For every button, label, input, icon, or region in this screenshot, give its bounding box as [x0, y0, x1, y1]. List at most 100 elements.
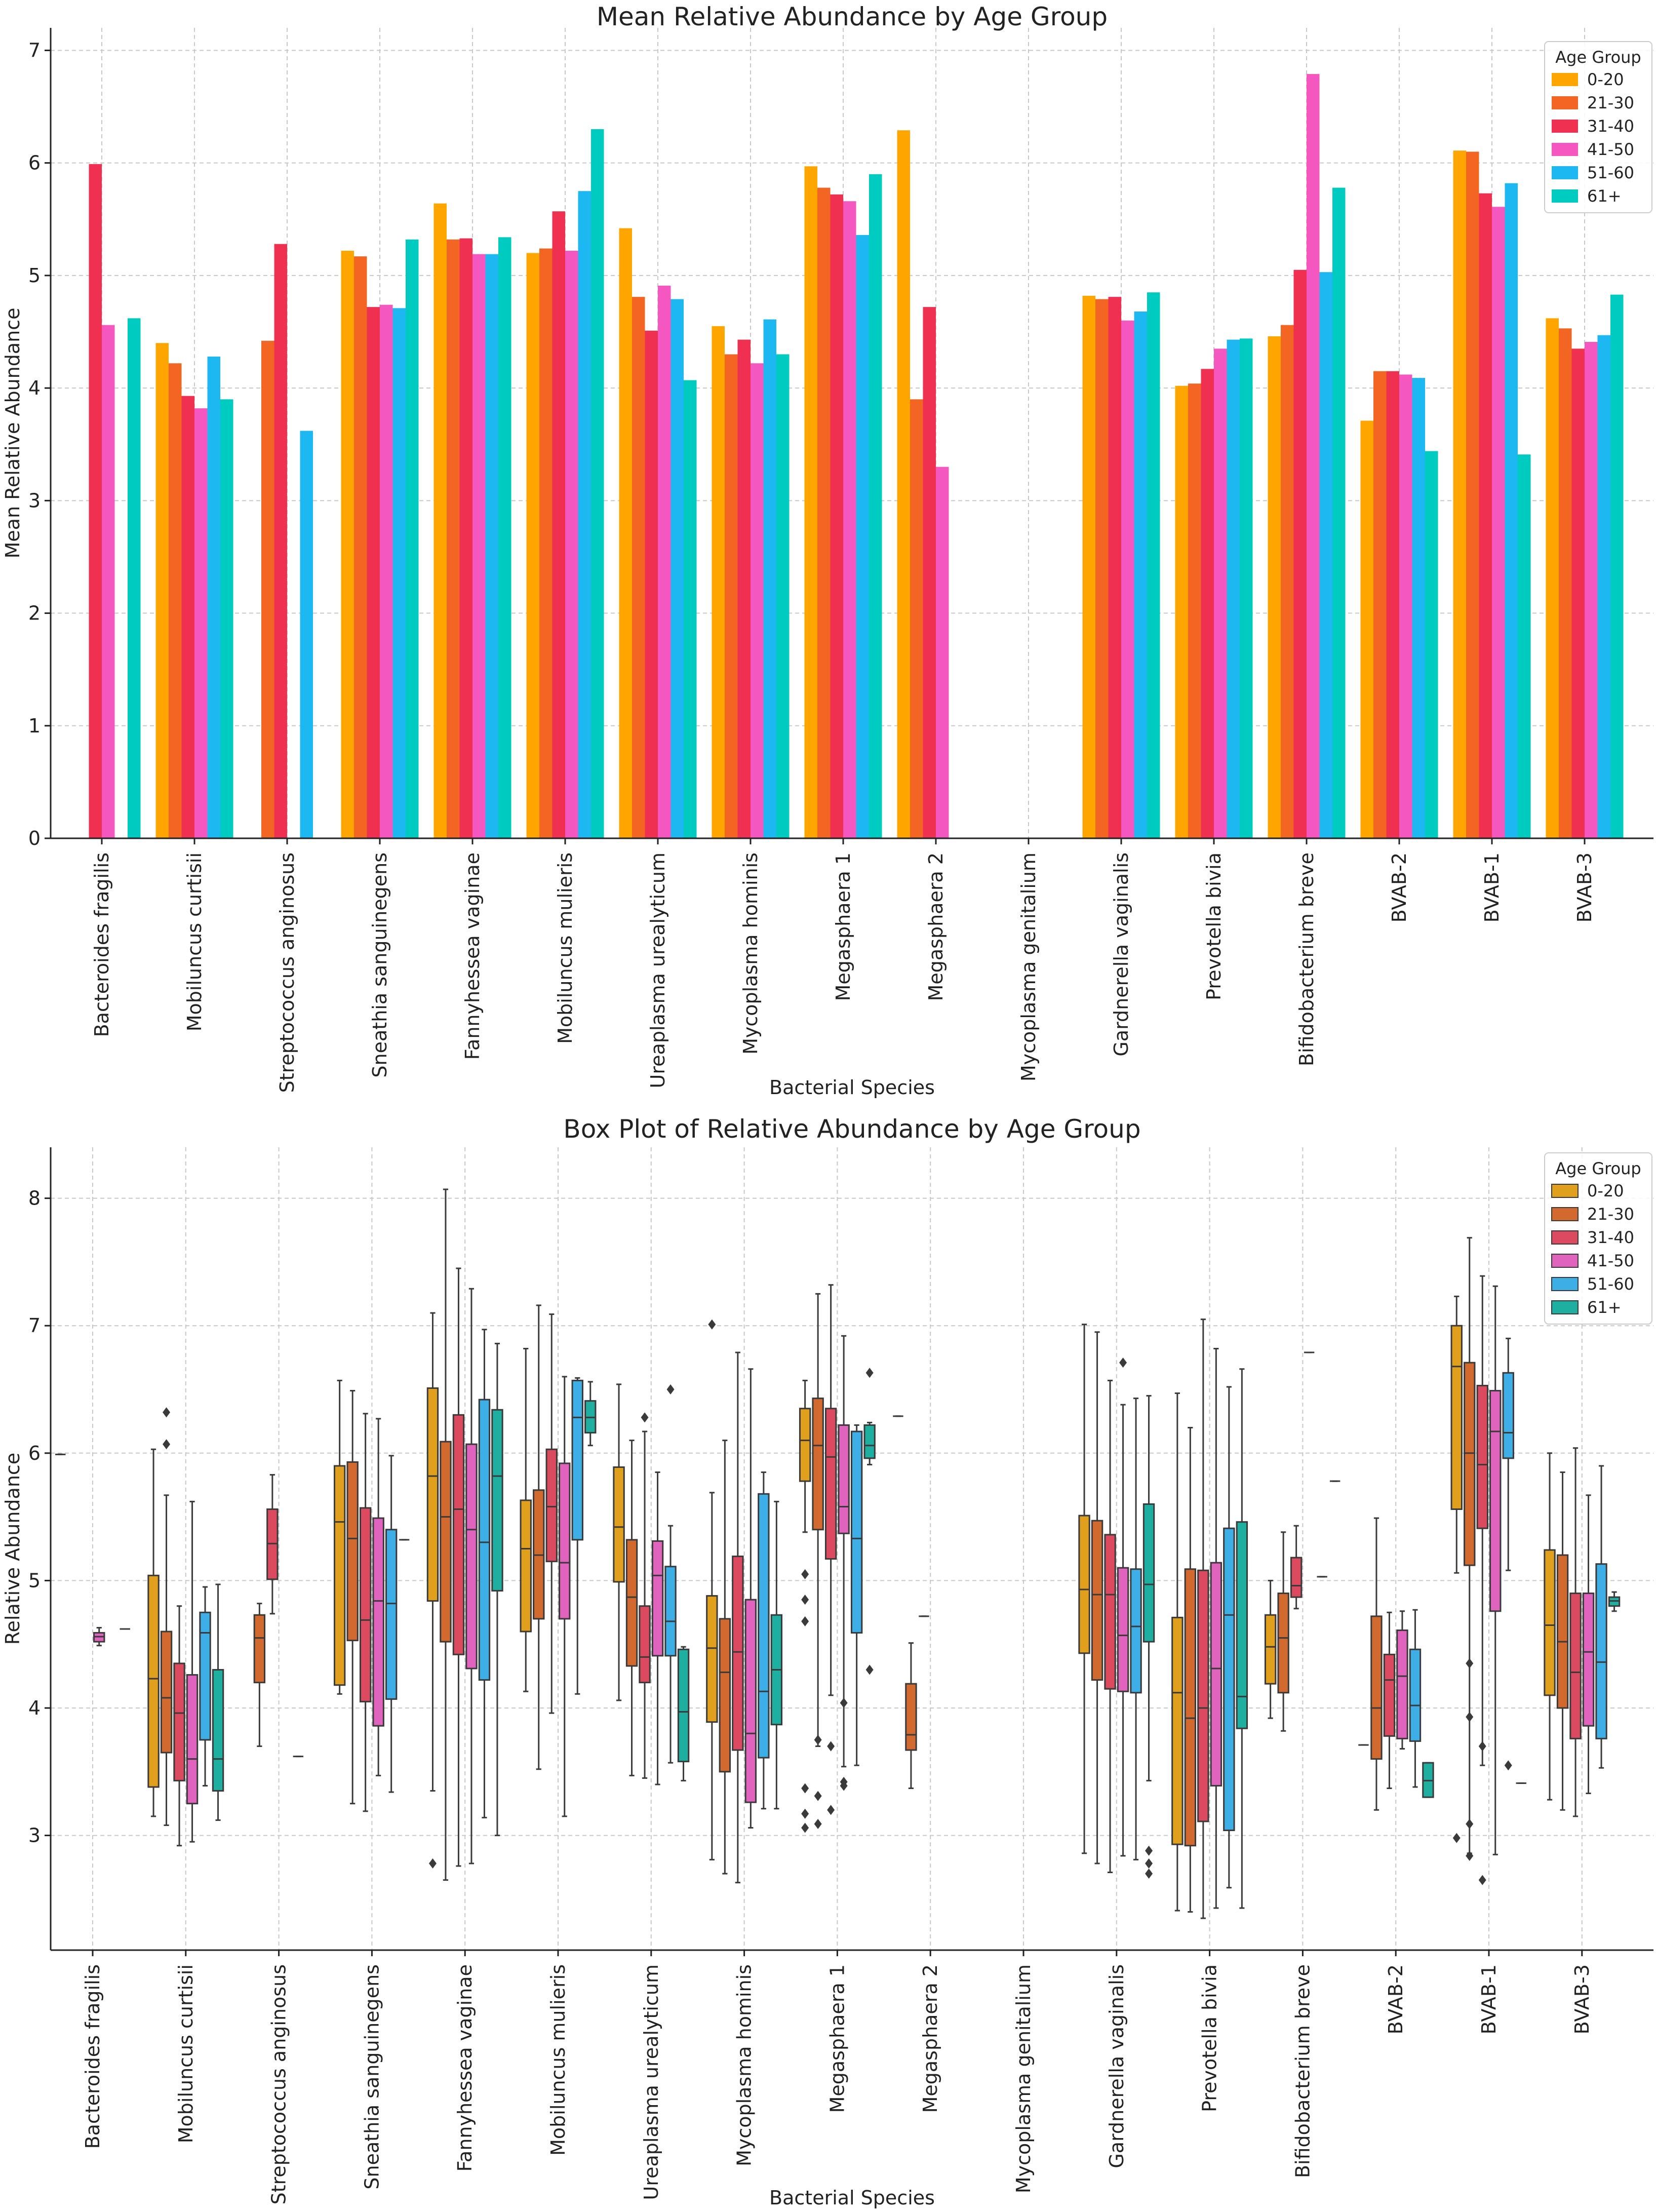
outlier-point	[840, 1697, 848, 1708]
bar-sneathia-sanguinegens-21-30	[354, 256, 367, 839]
outlier-point	[865, 1664, 874, 1675]
legend-item-61: 61+	[1552, 186, 1622, 206]
legend-label: 0-20	[1587, 1181, 1624, 1200]
box-body	[1569, 1593, 1582, 1739]
bar-gardnerella-vaginalis-61	[1147, 292, 1160, 839]
x-tick-label-prevotella-bivia: Prevotella bivia	[1199, 1964, 1221, 2112]
box-mobiluncus-mulieris-61	[584, 1381, 597, 1447]
y-tick-label: 5	[28, 1569, 41, 1592]
box-body	[850, 1430, 863, 1634]
outlier-point	[801, 1616, 809, 1626]
box-fannyhessea-vaginae-61	[491, 1342, 503, 1837]
y-tick-label: 7	[28, 1314, 41, 1337]
bar-megasphaera-1-41-50	[843, 201, 856, 839]
outlier-point	[827, 1741, 835, 1752]
box-mobiluncus-mulieris-21-30	[533, 1304, 545, 1770]
box-ureaplasma-urealyticum-21-30	[625, 1440, 638, 1776]
box-body	[571, 1379, 583, 1541]
bar-bvab-2-61	[1425, 451, 1438, 838]
bar-prevotella-bivia-41-50	[1214, 348, 1227, 838]
y-tick-label: 6	[28, 152, 41, 174]
outlier-point	[1466, 1712, 1474, 1722]
bar-bvab-3-21-30	[1559, 328, 1572, 838]
x-tick-label-megasphaera-1: Megasphaera 1	[826, 1964, 848, 2113]
box-body	[639, 1605, 651, 1684]
legend: Age Group 0-20 21-30 31-40 41-50 51-60 61+	[1544, 41, 1652, 213]
box-body	[1171, 1616, 1184, 1845]
box-body	[1370, 1615, 1383, 1760]
y-tick-label: 8	[28, 1187, 41, 1210]
box-sneathia-sanguinegens-21-30	[346, 1390, 359, 1805]
x-tick-label-bvab-3: BVAB-3	[1571, 1964, 1593, 2034]
box-megasphaera-1-51-60	[850, 1424, 863, 1766]
outlier-point	[801, 1595, 809, 1605]
legend-label: 31-40	[1587, 117, 1634, 136]
chart-title: Box Plot of Relative Abundance by Age Gr…	[563, 1114, 1140, 1144]
box-prevotella-bivia-61	[1236, 1368, 1248, 1909]
bar-sneathia-sanguinegens-41-50	[380, 304, 393, 838]
box-bvab-2-51-60	[1409, 1609, 1422, 1788]
bar-megasphaera-1-51-60	[856, 235, 869, 838]
bar-mobiluncus-curtisii-0-20	[155, 343, 169, 838]
box-body	[491, 1409, 503, 1592]
x-tick-label-mycoplasma-hominis: Mycoplasma hominis	[733, 1964, 756, 2166]
box-mycoplasma-hominis-0-20	[706, 1319, 718, 1860]
legend-label: 61+	[1587, 186, 1622, 206]
legend-label: 0-20	[1587, 70, 1624, 89]
outlier-point	[428, 1858, 437, 1869]
outlier-point	[1478, 1875, 1486, 1885]
outlier-point	[1504, 1760, 1512, 1771]
box-body	[465, 1443, 478, 1670]
legend-label: 31-40	[1587, 1228, 1634, 1247]
legend-swatch	[1551, 1230, 1579, 1245]
bar-gardnerella-vaginalis-31-40	[1108, 297, 1121, 838]
box-megasphaera-1-31-40	[824, 1284, 837, 1815]
y-tick-label: 3	[28, 1825, 41, 1847]
bar-bvab-2-51-60	[1412, 378, 1425, 838]
bar-prevotella-bivia-31-40	[1201, 369, 1214, 838]
box-body	[863, 1424, 876, 1459]
bar-ureaplasma-urealyticum-41-50	[658, 285, 671, 838]
box-gardnerella-vaginalis-0-20	[1078, 1324, 1090, 1854]
bar-megasphaera-1-21-30	[817, 187, 831, 838]
outlier-point	[801, 1569, 809, 1579]
box-megasphaera-1-61	[863, 1368, 876, 1675]
legend-label: 41-50	[1587, 1251, 1634, 1270]
box-bvab-3-41-50	[1582, 1494, 1595, 1795]
box-body	[1544, 1549, 1556, 1696]
box-body	[1264, 1614, 1277, 1685]
outlier-point	[1478, 1741, 1486, 1752]
bar-mobiluncus-curtisii-61	[220, 399, 233, 838]
bar-bacteroides-fragilis-61	[128, 318, 141, 839]
outlier-point	[163, 1407, 171, 1418]
box-body	[1582, 1593, 1595, 1727]
box-mycoplasma-hominis-21-30	[719, 1440, 731, 1875]
x-tick-label-bvab-1: BVAB-1	[1481, 852, 1503, 922]
bar-prevotella-bivia-61	[1240, 338, 1253, 838]
bar-streptococcus-anginosus-51-60	[300, 431, 313, 838]
box-bvab-1-0-20	[1450, 1295, 1463, 1843]
box-megasphaera-1-0-20	[799, 1379, 811, 1833]
legend-swatch	[1552, 189, 1578, 203]
bar-fannyhessea-vaginae-21-30	[447, 239, 460, 838]
legend-item-41-50: 41-50	[1551, 1251, 1634, 1270]
legend-title: Age Group	[1555, 1159, 1641, 1178]
x-tick-label-bvab-2: BVAB-2	[1388, 852, 1410, 922]
x-tick-label-bvab-1: BVAB-1	[1478, 1964, 1500, 2034]
box-body	[1595, 1563, 1607, 1739]
box-body	[838, 1424, 850, 1534]
box-sneathia-sanguinegens-51-60	[385, 1455, 398, 1793]
box-gardnerella-vaginalis-61	[1142, 1395, 1155, 1879]
x-tick-label-streptococcus-anginosus: Streptococcus anginosus	[268, 1964, 290, 2204]
bar-gardnerella-vaginalis-0-20	[1082, 295, 1095, 838]
box-body	[1130, 1568, 1142, 1694]
box-fannyhessea-vaginae-51-60	[478, 1329, 491, 1818]
x-tick-label-ureaplasma-urealyticum: Ureaplasma urealyticum	[647, 852, 669, 1088]
box-body	[1236, 1521, 1248, 1729]
bar-mycoplasma-hominis-21-30	[725, 354, 738, 838]
box-body	[1184, 1568, 1197, 1847]
bar-megasphaera-1-0-20	[804, 166, 817, 838]
bar-bvab-3-0-20	[1546, 318, 1559, 839]
box-mycoplasma-hominis-41-50	[744, 1368, 757, 1829]
bar-mobiluncus-curtisii-21-30	[169, 363, 182, 838]
